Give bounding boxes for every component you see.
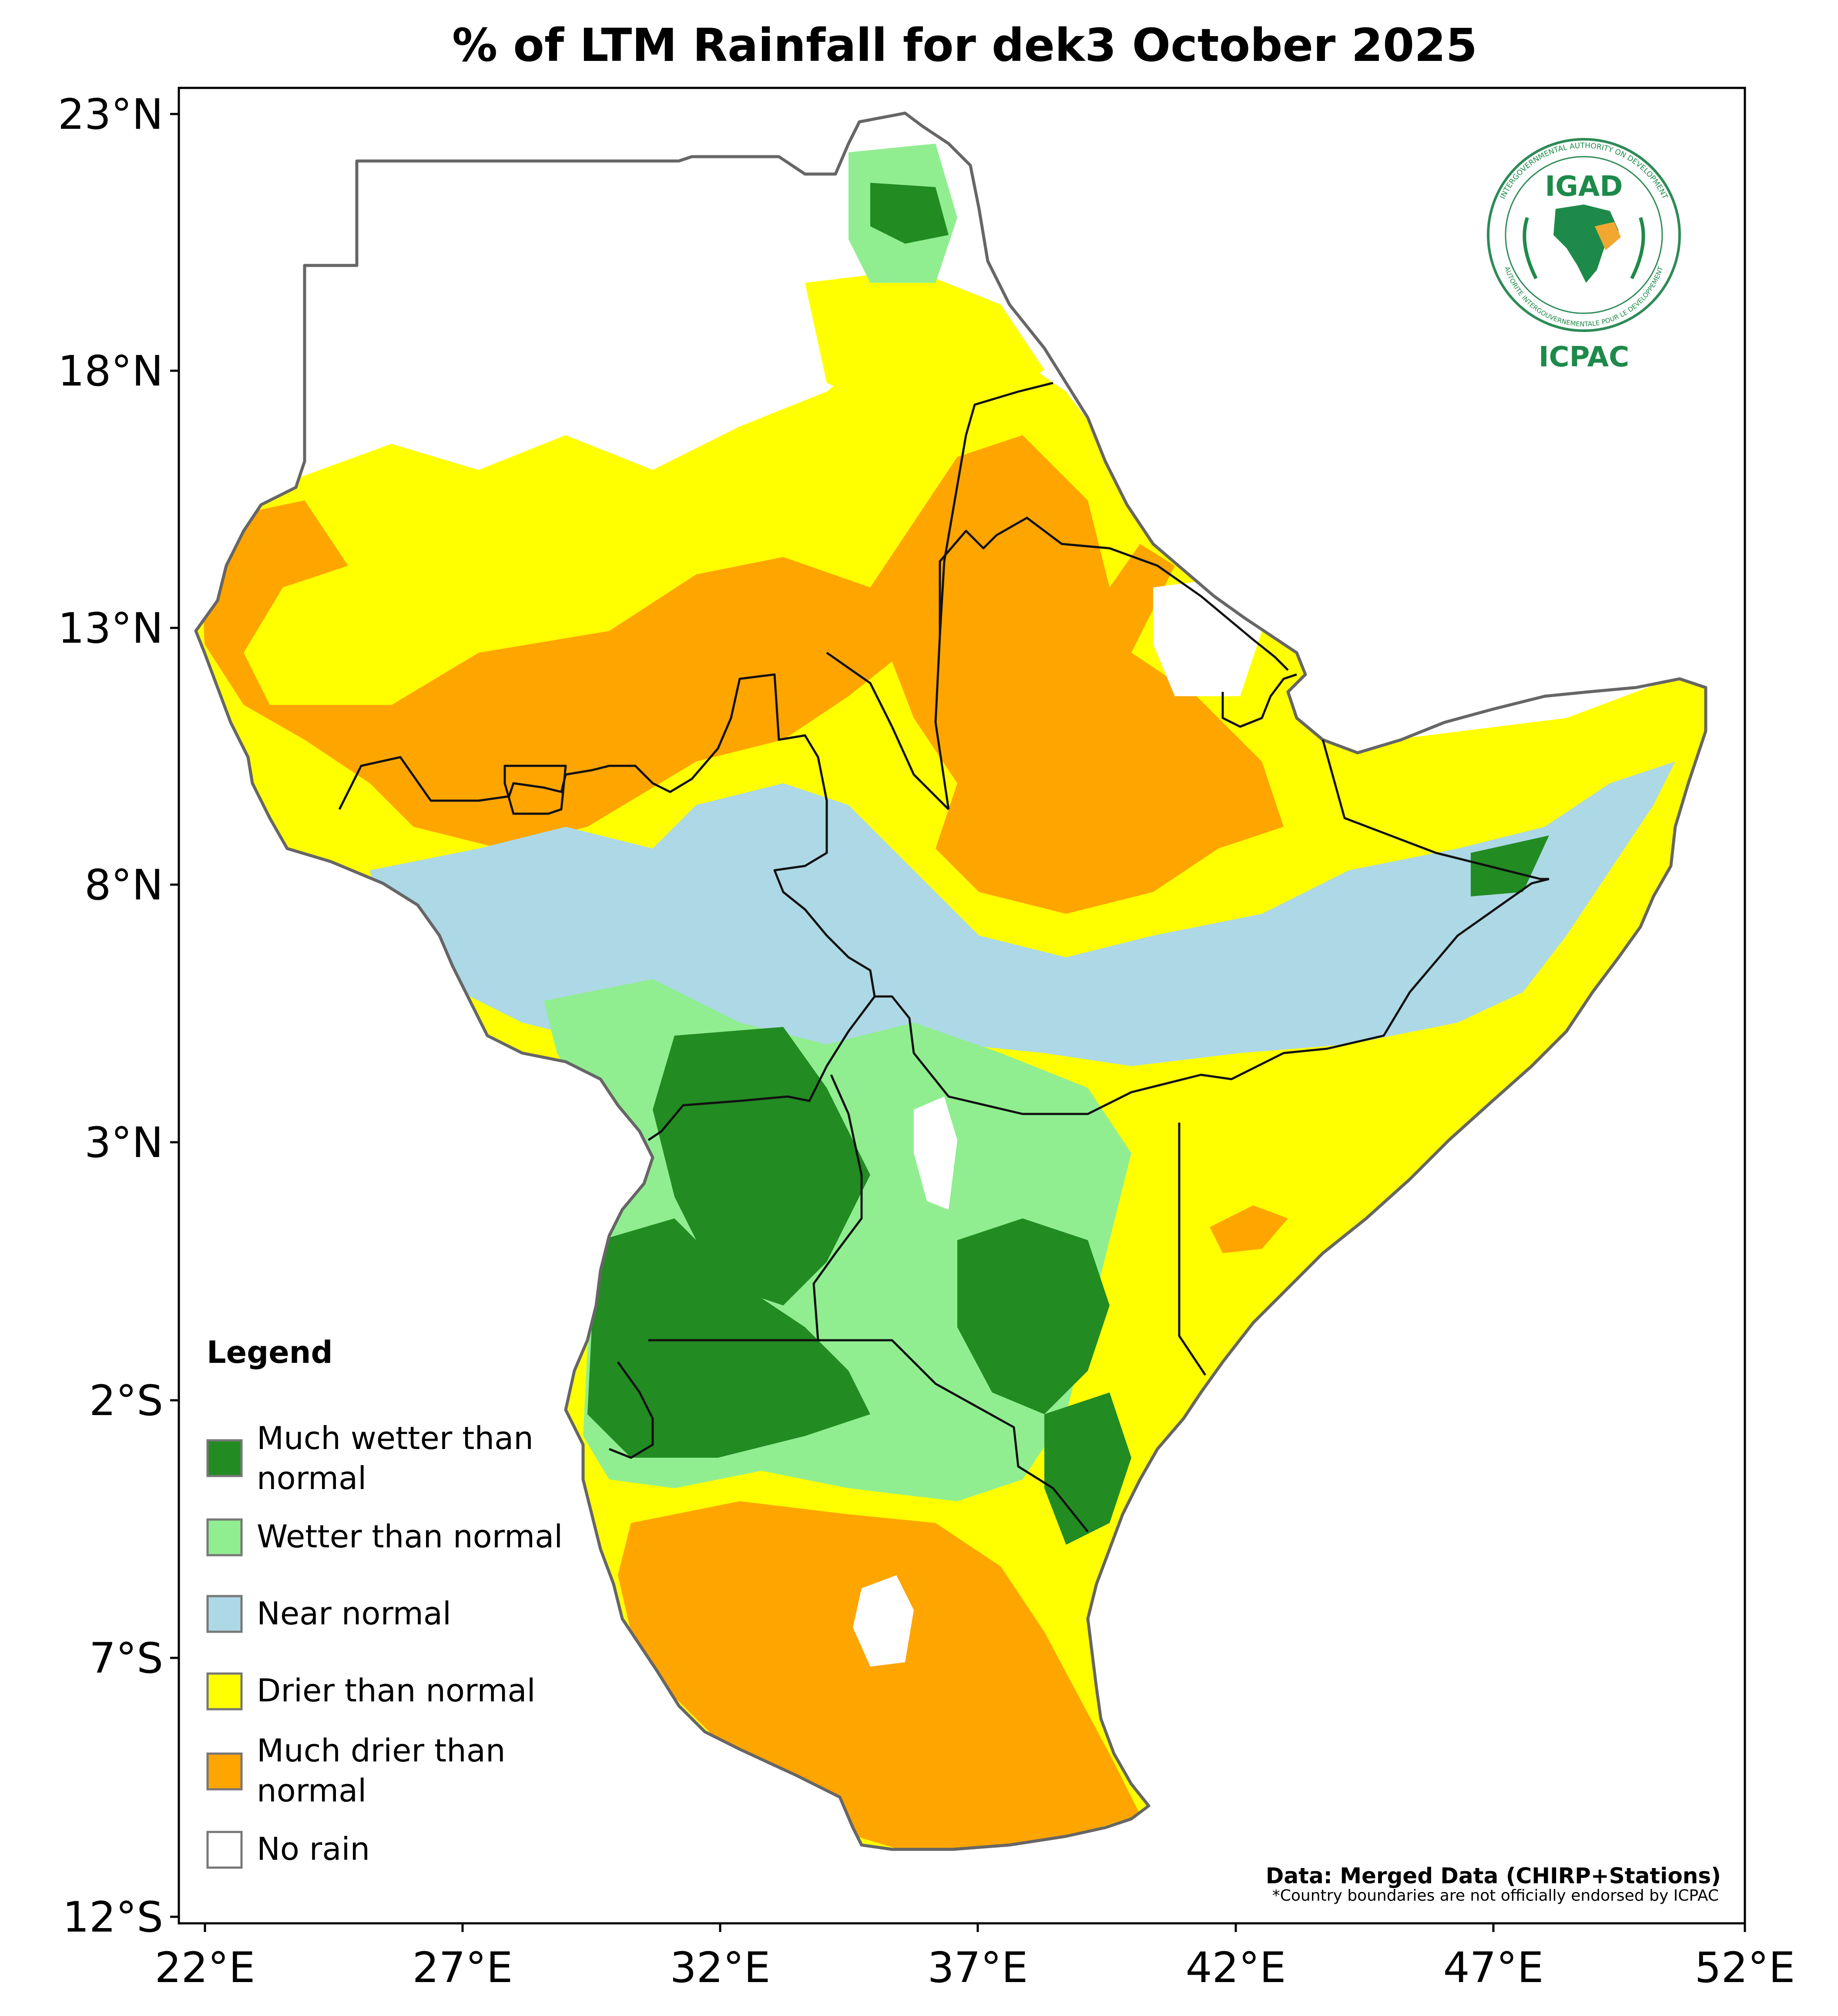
- y-axis: 23°N 18°N 13°N 8°N 3°N 2°S 7°S 12°S: [58, 90, 179, 1942]
- border-kenya-tanzania: [818, 1339, 1089, 1533]
- legend-title: Legend: [207, 1335, 333, 1370]
- border-uganda-kenya: [812, 1074, 863, 1341]
- near-normal-zone: [370, 761, 1675, 1066]
- legend-label-near-normal: Near normal: [257, 1595, 451, 1632]
- border-djibouti: [1221, 673, 1297, 728]
- legend-label-much-drier-line2: normal: [257, 1772, 366, 1809]
- drier-zone-north: [805, 270, 1044, 413]
- border-sudan-eritrea: [939, 382, 1053, 636]
- much-drier-zone-somalia: [1210, 1205, 1288, 1253]
- legend-swatch-drier: [206, 1672, 243, 1711]
- y-tick-label: 12°S: [63, 1893, 163, 1942]
- legend-label-much-wetter: Much wetter than: [257, 1420, 533, 1456]
- x-tick-label: 27°E: [413, 1943, 513, 1992]
- laurel-right-icon: [1630, 217, 1645, 279]
- laurel-left-icon: [1523, 217, 1538, 279]
- y-tick-label: 2°S: [89, 1376, 163, 1425]
- legend-label-wetter: Wetter than normal: [257, 1518, 563, 1555]
- border-kenya-somalia: [1178, 1123, 1207, 1376]
- much-wetter-zone-uganda: [653, 1027, 870, 1305]
- legend-swatch-wetter: [206, 1518, 243, 1556]
- map-title: % of LTM Rainfall for dek3 October 2025: [452, 19, 1477, 72]
- much-wetter-zone-kenya: [957, 1218, 1110, 1414]
- no-rain-patch-turkana: [914, 1097, 957, 1210]
- legend-label-drier: Drier than normal: [257, 1672, 536, 1709]
- legend-swatch-much-drier: [206, 1752, 243, 1791]
- border-sudan-ethiopia: [826, 651, 949, 810]
- legend-swatch-no-rain: [206, 1831, 243, 1869]
- legend-label-much-wetter-line2: normal: [257, 1460, 366, 1496]
- y-tick-label: 13°N: [58, 604, 163, 653]
- border-ethiopia-somaliland: [1321, 739, 1549, 880]
- x-tick-label: 37°E: [928, 1943, 1028, 1992]
- x-tick-label: 42°E: [1186, 1943, 1286, 1992]
- legend-label-no-rain: No rain: [257, 1831, 370, 1867]
- no-rain-patch-tanzania: [853, 1575, 914, 1667]
- country-boundaries: [338, 382, 1550, 1533]
- igad-region-icon: [1595, 222, 1621, 250]
- border-sudan-south-sudan: [338, 673, 876, 997]
- logo-igad-text: IGAD: [1545, 171, 1623, 203]
- y-tick-label: 18°N: [58, 347, 163, 396]
- legend-label-much-drier: Much drier than: [257, 1732, 506, 1769]
- x-tick-label: 32°E: [670, 1943, 771, 1992]
- legend-swatch-much-wetter: [206, 1439, 243, 1477]
- x-tick-label: 47°E: [1443, 1943, 1544, 1992]
- much-wetter-zone-sudan-north: [870, 183, 949, 244]
- border-eritrea-ethiopia: [934, 517, 1289, 810]
- much-drier-zone-north: [200, 435, 1284, 914]
- y-tick-label: 23°N: [58, 90, 163, 139]
- border-ethiopia-south: [875, 878, 1550, 1115]
- much-wetter-zone-somalia: [1471, 835, 1549, 896]
- legend-swatch-near-normal: [206, 1595, 243, 1633]
- logo-icpac-text: ICPAC: [1539, 341, 1629, 373]
- x-axis: 22°E 27°E 32°E 37°E 42°E 47°E 52°E: [155, 1923, 1795, 1992]
- border-abyei: [503, 765, 567, 815]
- x-tick-label: 52°E: [1695, 1943, 1795, 1992]
- data-source-label: Data: Merged Data (CHIRP+Stations): [1266, 1863, 1721, 1889]
- logo-inner-ring: [1505, 156, 1663, 314]
- y-tick-label: 7°S: [89, 1634, 163, 1683]
- much-wetter-zone-lake: [587, 1218, 870, 1458]
- much-wetter-zone-coast: [1044, 1392, 1131, 1545]
- legend: Legend Much wetter than normal Wetter th…: [206, 1335, 563, 1869]
- border-south-sudan-uganda: [647, 996, 875, 1141]
- border-rwanda-burundi: [609, 1361, 654, 1459]
- y-tick-label: 3°N: [84, 1118, 163, 1167]
- africa-icon: [1553, 205, 1619, 283]
- disclaimer-note: *Country boundaries are not officially e…: [1272, 1887, 1719, 1905]
- x-tick-label: 22°E: [155, 1943, 255, 1992]
- y-tick-label: 8°N: [84, 861, 163, 909]
